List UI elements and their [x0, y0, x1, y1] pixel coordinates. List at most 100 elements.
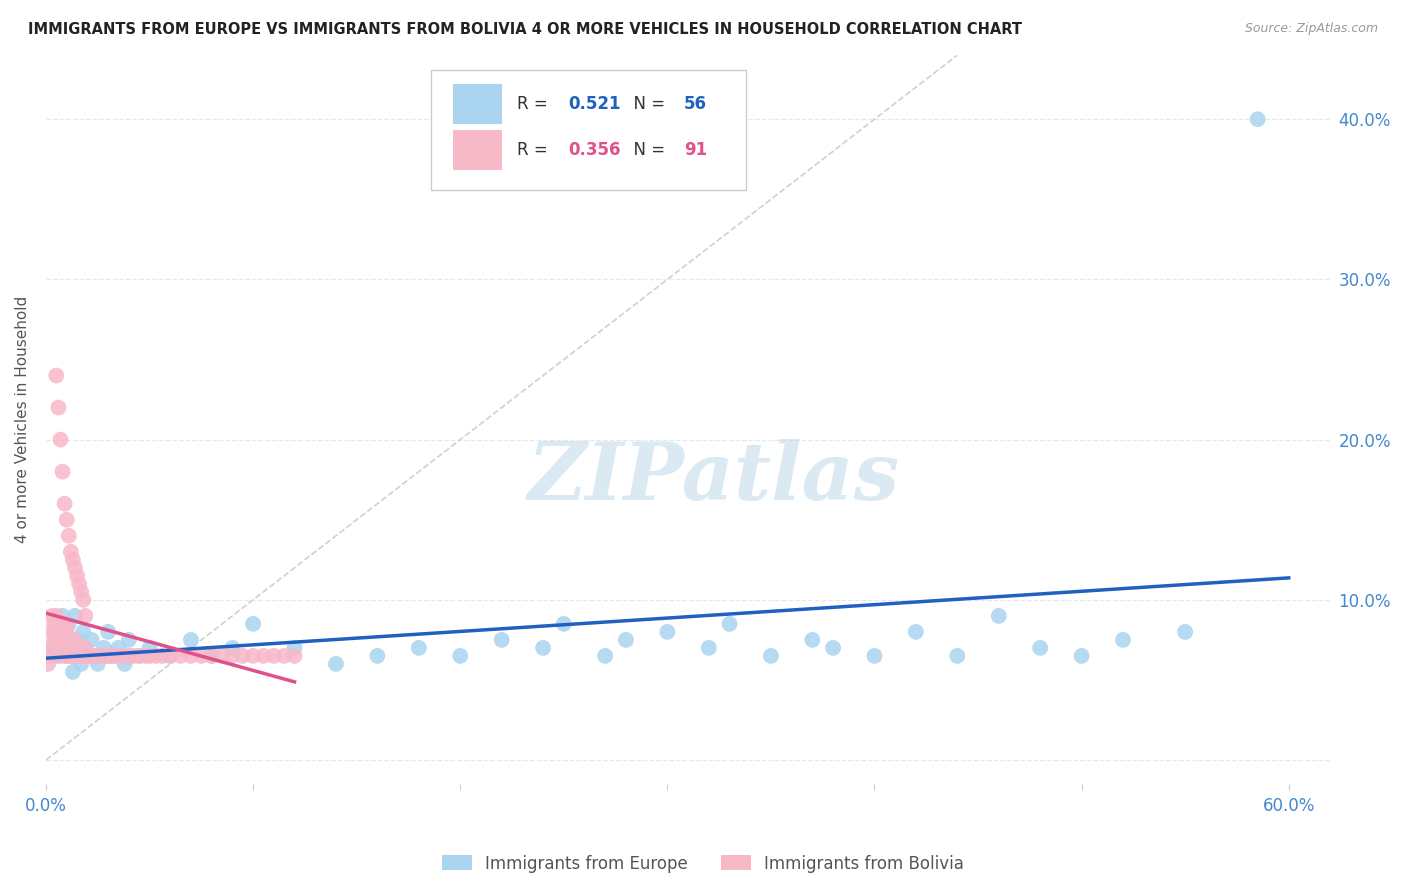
Legend: Immigrants from Europe, Immigrants from Bolivia: Immigrants from Europe, Immigrants from … [434, 848, 972, 880]
Point [48, 632, 70, 647]
Text: Source: ZipAtlas.com: Source: ZipAtlas.com [1244, 22, 1378, 36]
Point [863, 648, 886, 663]
Point [1070, 648, 1092, 663]
Point [45, 624, 67, 639]
Point [273, 648, 295, 663]
Point [553, 616, 575, 631]
Point [48, 401, 70, 415]
Point [118, 648, 141, 663]
Point [55, 648, 77, 663]
Point [89, 648, 111, 663]
Point [63, 648, 86, 663]
Point [83, 648, 105, 663]
Point [221, 648, 243, 663]
Point [101, 648, 124, 663]
Point [70, 648, 93, 663]
Point [48, 624, 70, 639]
Y-axis label: 4 or more Vehicles in Household: 4 or more Vehicles in Household [15, 296, 30, 543]
Point [987, 608, 1010, 623]
Point [51, 632, 73, 647]
Point [53, 624, 76, 639]
Point [67, 640, 90, 655]
Point [366, 648, 388, 663]
Point [80, 632, 103, 647]
Point [67, 632, 90, 647]
Point [39, 648, 62, 663]
Point [128, 648, 150, 663]
Point [55, 648, 77, 663]
Point [201, 648, 224, 663]
Point [72, 624, 94, 639]
Point [491, 632, 513, 647]
Point [190, 648, 212, 663]
Text: ZIPatlas: ZIPatlas [527, 439, 900, 516]
Point [79, 648, 101, 663]
Point [66, 648, 89, 663]
Point [111, 648, 134, 663]
Point [232, 648, 254, 663]
Point [49, 632, 72, 647]
Point [51, 648, 73, 663]
Point [59, 545, 82, 559]
Point [44, 632, 66, 647]
Text: R =: R = [517, 141, 554, 159]
Point [70, 657, 93, 671]
Point [55, 624, 77, 639]
Point [1112, 632, 1135, 647]
Point [62, 553, 84, 567]
Point [75, 640, 97, 655]
Point [62, 648, 84, 663]
Point [93, 648, 115, 663]
Point [221, 640, 243, 655]
Point [48, 616, 70, 631]
Text: 0.356: 0.356 [568, 141, 621, 159]
Point [180, 648, 202, 663]
Point [62, 632, 84, 647]
Point [325, 657, 347, 671]
Point [657, 624, 679, 639]
Point [59, 640, 82, 655]
Point [67, 576, 90, 591]
Point [75, 608, 97, 623]
Point [39, 640, 62, 655]
Point [263, 648, 285, 663]
Point [51, 616, 73, 631]
Point [169, 648, 191, 663]
Point [84, 648, 107, 663]
Point [107, 648, 129, 663]
Point [94, 648, 117, 663]
Point [904, 624, 927, 639]
Point [159, 648, 181, 663]
Text: N =: N = [623, 95, 669, 113]
Point [80, 648, 103, 663]
Point [823, 640, 845, 655]
Point [76, 648, 98, 663]
Point [614, 632, 637, 647]
Point [531, 640, 554, 655]
Point [103, 648, 125, 663]
Point [58, 648, 80, 663]
Point [180, 632, 202, 647]
Point [72, 648, 94, 663]
Point [87, 648, 110, 663]
Point [87, 657, 110, 671]
Point [1247, 112, 1270, 127]
Text: 0.521: 0.521 [568, 95, 621, 113]
Point [145, 648, 167, 663]
Point [53, 640, 76, 655]
Point [718, 616, 741, 631]
Point [946, 648, 969, 663]
Point [72, 592, 94, 607]
Point [45, 648, 67, 663]
Point [41, 608, 63, 623]
Point [90, 648, 112, 663]
Point [242, 616, 264, 631]
Point [48, 648, 70, 663]
Point [211, 648, 233, 663]
Point [53, 624, 76, 639]
Point [63, 608, 86, 623]
Text: 91: 91 [685, 141, 707, 159]
Point [408, 640, 430, 655]
Point [283, 640, 305, 655]
Point [138, 648, 160, 663]
